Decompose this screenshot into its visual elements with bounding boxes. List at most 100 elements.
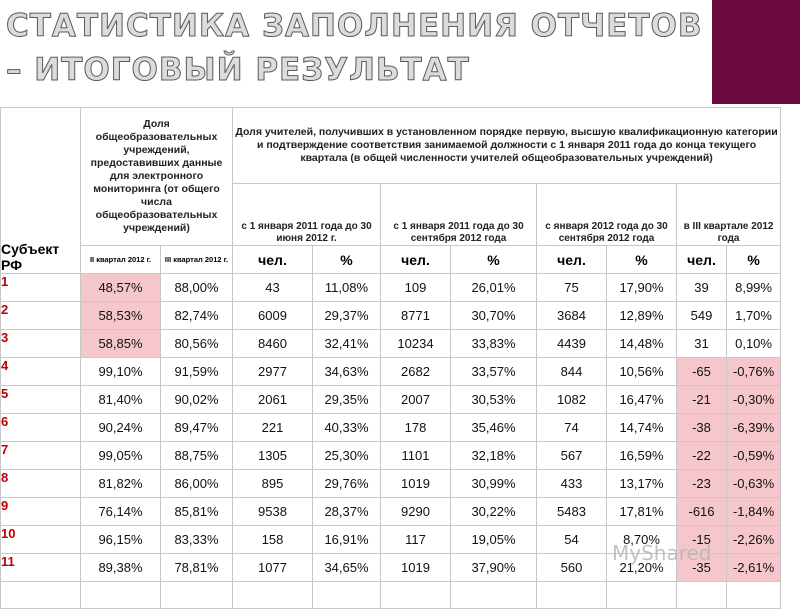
cell-q3: 89,47% xyxy=(160,413,233,442)
cell-p1c: 43 xyxy=(232,273,313,302)
header-share-teachers: Доля учителей, получивших в установленно… xyxy=(231,107,782,184)
cell-p2c: 1019 xyxy=(380,553,451,582)
table-row: 11 89,38% 78,81% 1077 34,65% 1019 37,90% 560 21,… xyxy=(0,553,782,582)
cell-p2c: 9290 xyxy=(380,497,451,526)
cell-q3: 88,75% xyxy=(160,441,233,470)
table-row: 5 81,40% 90,02% 2061 29,35% 2007 30,53% 1082 16,… xyxy=(0,385,782,414)
header-period-4: в III квартале 2012 года xyxy=(675,183,782,246)
cell-q3: 90,02% xyxy=(160,385,233,414)
cell-p3p: 21,20% xyxy=(606,553,677,582)
cell-p2c: 178 xyxy=(380,413,451,442)
cell-q3: 86,00% xyxy=(160,469,233,498)
page-title: СТАТИСТИКА ЗАПОЛНЕНИЯ ОТЧЕТОВ – ИТОГОВЫЙ… xyxy=(6,4,706,92)
header-unit-count: чел. xyxy=(232,245,313,274)
cell-p2p: 35,46% xyxy=(450,413,537,442)
cell-p4p: -2,61% xyxy=(725,553,782,582)
cell-p2p: 37,90% xyxy=(450,553,537,582)
table-row: 2 58,53% 82,74% 6009 29,37% 8771 30,70% 3684 12,… xyxy=(0,301,782,330)
cell-q2: 58,85% xyxy=(80,329,161,358)
cell-p1c: 1305 xyxy=(232,441,313,470)
cell-p1p: 40,33% xyxy=(312,413,381,442)
cell-p2p: 30,70% xyxy=(450,301,537,330)
cell-p3c: 75 xyxy=(536,273,607,302)
header-subject: Субъект РФ xyxy=(0,107,81,274)
cell-p4c: 549 xyxy=(676,301,727,330)
cell-p4c: -23 xyxy=(676,469,727,498)
cell-p2p: 30,53% xyxy=(450,385,537,414)
cell-p4c: 31 xyxy=(676,329,727,358)
cell-p2c: 2007 xyxy=(380,385,451,414)
cell-p4c: -21 xyxy=(676,385,727,414)
subject-cell: 1 xyxy=(0,273,81,302)
cell-p1p: 32,41% xyxy=(312,329,381,358)
header-q3: III квартал 2012 г. xyxy=(160,245,233,274)
subject-cell: 5 xyxy=(0,385,81,414)
cell-p4p: -0,76% xyxy=(725,357,782,386)
cell-q2: 76,14% xyxy=(80,497,161,526)
cell-p3c: 433 xyxy=(536,469,607,498)
subject-cell: 9 xyxy=(0,497,81,526)
cell-p4c: -15 xyxy=(676,525,727,554)
cell-p3p: 16,47% xyxy=(606,385,677,414)
blank-cell xyxy=(160,581,233,609)
cell-p4p: 0,10% xyxy=(725,329,782,358)
subject-cell: 2 xyxy=(0,301,81,330)
subject-cell: 8 xyxy=(0,469,81,498)
cell-p4c: -35 xyxy=(676,553,727,582)
blank-cell xyxy=(676,581,727,609)
title-line-1: СТАТИСТИКА ЗАПОЛНЕНИЯ ОТЧЕТОВ xyxy=(6,8,703,45)
header-period-2: с 1 января 2011 года до 30 сентября 2012… xyxy=(380,183,537,246)
subject-cell: 4 xyxy=(0,357,81,386)
cell-q2: 48,57% xyxy=(80,273,161,302)
cell-p1p: 11,08% xyxy=(312,273,381,302)
cell-p3p: 14,48% xyxy=(606,329,677,358)
cell-p2p: 30,22% xyxy=(450,497,537,526)
cell-p2c: 117 xyxy=(380,525,451,554)
cell-p1c: 2061 xyxy=(232,385,313,414)
header-unit-pct: % xyxy=(725,245,782,274)
cell-q3: 83,33% xyxy=(160,525,233,554)
cell-p3p: 17,81% xyxy=(606,497,677,526)
cell-p3c: 4439 xyxy=(536,329,607,358)
cell-q3: 88,00% xyxy=(160,273,233,302)
cell-q2: 58,53% xyxy=(80,301,161,330)
cell-p4c: 39 xyxy=(676,273,727,302)
header-unit-count: чел. xyxy=(536,245,607,274)
cell-p1c: 9538 xyxy=(232,497,313,526)
cell-p1c: 2977 xyxy=(232,357,313,386)
subject-cell: 10 xyxy=(0,525,81,554)
table-row: 1 48,57% 88,00% 43 11,08% 109 26,01% 75 17,90% 39… xyxy=(0,273,782,302)
cell-p2c: 1019 xyxy=(380,469,451,498)
cell-q2: 81,82% xyxy=(80,469,161,498)
table-row: 3 58,85% 80,56% 8460 32,41% 10234 33,83% 4439 14… xyxy=(0,329,782,358)
title-line-2: – ИТОГОВЫЙ РЕЗУЛЬТАТ xyxy=(6,52,470,89)
cell-q2: 96,15% xyxy=(80,525,161,554)
cell-p2p: 30,99% xyxy=(450,469,537,498)
cell-p4p: -2,26% xyxy=(725,525,782,554)
cell-p2p: 33,57% xyxy=(450,357,537,386)
cell-p4p: -0,63% xyxy=(725,469,782,498)
table-row: 8 81,82% 86,00% 895 29,76% 1019 30,99% 433 13,17… xyxy=(0,469,782,498)
cell-p4p: -6,39% xyxy=(725,413,782,442)
blank-cell xyxy=(312,581,381,609)
cell-q3: 91,59% xyxy=(160,357,233,386)
cell-q2: 90,24% xyxy=(80,413,161,442)
cell-p1p: 29,35% xyxy=(312,385,381,414)
blank-cell xyxy=(536,581,607,609)
table-row: 9 76,14% 85,81% 9538 28,37% 9290 30,22% 5483 17,… xyxy=(0,497,782,526)
cell-p2p: 33,83% xyxy=(450,329,537,358)
cell-p1p: 16,91% xyxy=(312,525,381,554)
cell-p4p: -1,84% xyxy=(725,497,782,526)
cell-p3p: 16,59% xyxy=(606,441,677,470)
cell-p1c: 1077 xyxy=(232,553,313,582)
statistics-table: Субъект РФ Доля общеобразовательных учре… xyxy=(0,107,782,609)
header-unit-pct: % xyxy=(312,245,381,274)
cell-p4c: -65 xyxy=(676,357,727,386)
cell-p1p: 25,30% xyxy=(312,441,381,470)
cell-p1p: 29,76% xyxy=(312,469,381,498)
blank-cell xyxy=(725,581,782,609)
cell-p1p: 34,63% xyxy=(312,357,381,386)
cell-q2: 99,10% xyxy=(80,357,161,386)
cell-p3p: 17,90% xyxy=(606,273,677,302)
cell-p2c: 2682 xyxy=(380,357,451,386)
